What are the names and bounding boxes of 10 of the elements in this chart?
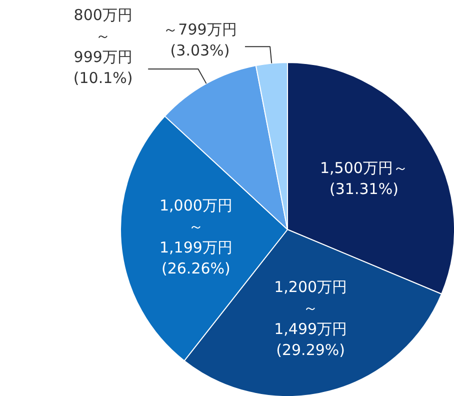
slice-label: 1,500万円～ (320, 159, 408, 178)
slice-label: 800万円～999万円 (74, 6, 132, 66)
slice-label: 1,200万円～1,499万円 (274, 278, 348, 338)
data-label: (26.26%) (161, 259, 230, 278)
slice-label: ～799万円 (163, 20, 237, 39)
data-label: (29.29%) (276, 340, 346, 359)
slice-label: 1,000万円～1,199万円 (159, 196, 232, 256)
data-label: (31.31%) (330, 180, 398, 198)
data-label: (3.03%) (170, 42, 230, 60)
data-label: (10.1%) (73, 69, 133, 87)
